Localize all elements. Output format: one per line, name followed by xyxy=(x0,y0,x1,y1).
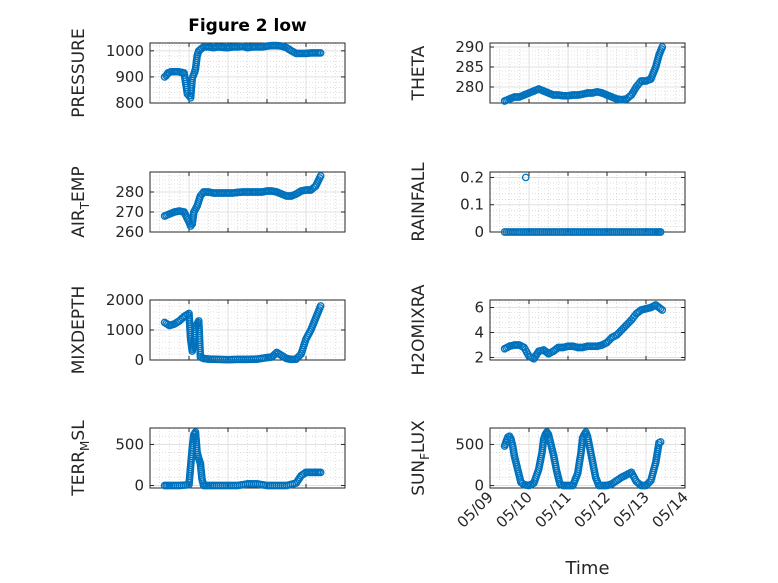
data-point xyxy=(521,173,530,182)
subplot-theta: 280 285 290 THETA xyxy=(409,38,686,105)
y-tick-label: 500 xyxy=(115,435,144,453)
axes-box xyxy=(489,427,686,489)
y-tick-label: 290 xyxy=(455,38,484,56)
y-tick-label: 0 xyxy=(134,477,144,495)
axes-box xyxy=(149,42,346,104)
data-point xyxy=(658,43,667,51)
x-tick-label: 05/13 xyxy=(610,488,653,531)
y-tick-label: 0.2 xyxy=(460,168,484,186)
y-tick-label: 900 xyxy=(115,68,144,86)
data-point xyxy=(295,351,304,360)
y-tick-label: 500 xyxy=(455,435,484,453)
data-series xyxy=(160,428,325,490)
x-axis-label: Time xyxy=(564,558,609,579)
data-series xyxy=(160,41,325,102)
subplot-pressure: 800 900 1000 PRESSURE Figure 2 low xyxy=(69,16,346,118)
x-tick-label: 05/12 xyxy=(571,488,614,531)
y-axis-label: SUNFLUX xyxy=(409,420,432,496)
data-series xyxy=(500,43,667,105)
axes-box xyxy=(149,171,346,233)
y-axis-label: AIRTEMP xyxy=(69,166,92,237)
subplot-rainfall: 0 0.1 0.2 RAINFALL xyxy=(409,162,686,242)
y-tick-label: 280 xyxy=(455,78,484,96)
data-series xyxy=(160,302,325,364)
axes-box xyxy=(489,42,686,104)
y-tick-label: 0.1 xyxy=(460,196,484,214)
y-tick-label: 1000 xyxy=(106,321,144,339)
y-tick-label: 1000 xyxy=(106,42,144,60)
y-axis-label: RAINFALL xyxy=(409,162,429,242)
y-tick-label: 2 xyxy=(474,349,484,367)
y-tick-label: 260 xyxy=(115,223,144,241)
subplot-terr_msl: 0 500 TERRMSL xyxy=(69,420,346,497)
subplot-air_temp: 260 270 280 AIRTEMP xyxy=(69,166,346,241)
data-point xyxy=(656,228,665,236)
subplot-h2omixra: 2 4 6 H2OMIXRA xyxy=(409,284,686,376)
data-point xyxy=(316,49,325,57)
x-tick-label: 05/14 xyxy=(649,488,692,531)
data-series xyxy=(500,428,665,490)
y-tick-label: 280 xyxy=(115,183,144,201)
axes-box xyxy=(149,427,346,489)
data-series xyxy=(500,173,665,236)
y-tick-label: 0 xyxy=(474,477,484,495)
data-point xyxy=(658,306,667,314)
axes-box xyxy=(489,299,686,361)
y-tick-label: 0 xyxy=(134,351,144,369)
data-point xyxy=(656,304,665,313)
y-axis-label: THETA xyxy=(409,45,429,101)
chart-title: Figure 2 low xyxy=(188,16,307,36)
y-axis-label: MIXDEPTH xyxy=(69,286,89,375)
y-axis-label: H2OMIXRA xyxy=(409,284,429,375)
x-tick-label: 05/11 xyxy=(532,488,575,531)
data-point xyxy=(656,438,665,446)
y-tick-label: 0 xyxy=(474,223,484,241)
y-tick-label: 6 xyxy=(474,299,484,317)
y-tick-label: 2000 xyxy=(106,291,144,309)
y-tick-label: 4 xyxy=(474,324,484,342)
y-axis-label: TERRMSL xyxy=(69,420,92,497)
data-series xyxy=(160,172,325,230)
x-tick-label: 05/10 xyxy=(493,488,536,531)
x-tick-label: 05/09 xyxy=(454,488,497,531)
y-tick-label: 285 xyxy=(455,58,484,76)
y-axis-label: PRESSURE xyxy=(69,28,89,117)
subplot-mixdepth: 0 1000 2000 MIXDEPTH xyxy=(69,286,346,375)
data-series xyxy=(500,301,667,363)
data-point xyxy=(316,302,325,310)
y-tick-label: 270 xyxy=(115,203,144,221)
axes-box xyxy=(489,171,686,233)
data-point xyxy=(316,172,325,180)
y-tick-label: 800 xyxy=(115,94,144,112)
data-point xyxy=(316,468,325,477)
